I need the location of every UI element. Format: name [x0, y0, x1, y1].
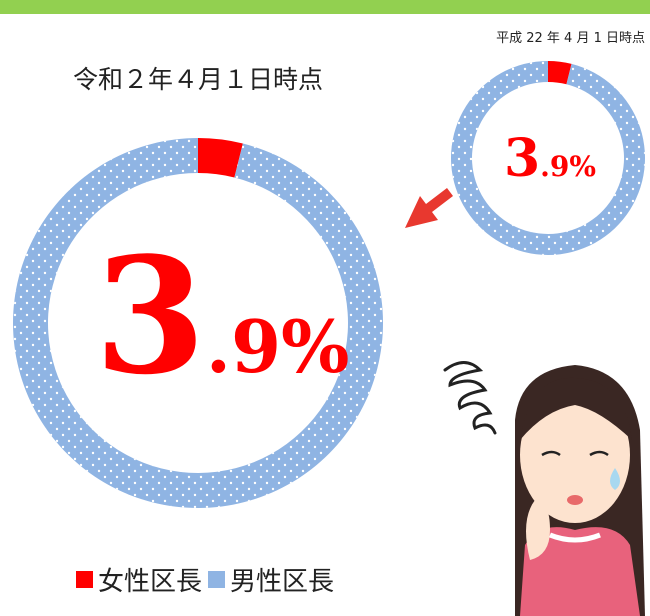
- legend: 女性区長男性区長: [76, 567, 334, 597]
- legend-swatch: [208, 571, 225, 588]
- legend-swatch: [76, 571, 93, 588]
- arrow: [405, 188, 453, 228]
- infographic: 令和２年４月１日時点 平成 22 年 4 月 1 日時点 3.9% 3.9% 女性…: [0, 0, 650, 616]
- legend-label: 男性区長: [230, 567, 334, 597]
- top-bar: [0, 0, 650, 14]
- girl-illustration: [445, 363, 645, 616]
- legend-label: 女性区長: [98, 567, 202, 597]
- main-title: 令和２年４月１日時点: [73, 65, 323, 94]
- center-label: 3.9%: [504, 128, 596, 189]
- sub-title: 平成 22 年 4 月 1 日時点: [496, 31, 645, 46]
- center-label: 3.9%: [95, 222, 350, 410]
